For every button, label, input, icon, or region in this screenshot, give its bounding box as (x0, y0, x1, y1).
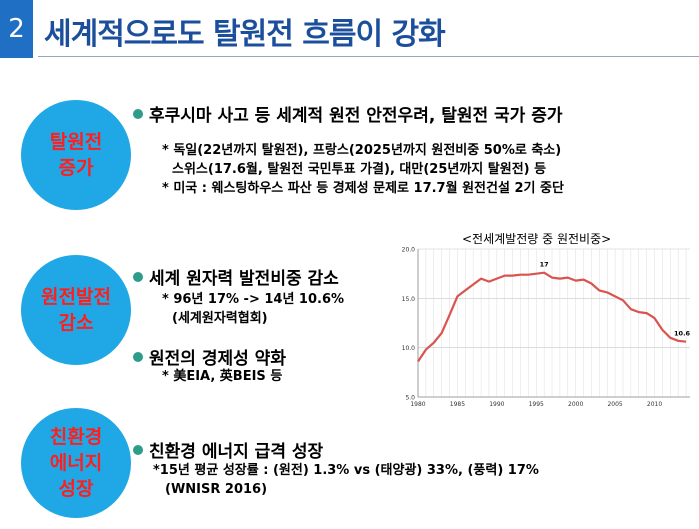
x-tick-label: 1985 (450, 401, 465, 408)
bullet-text: 친환경 에너지 급격 성장 (149, 442, 324, 462)
bullet-text: 후쿠시마 사고 등 세계적 원전 안전우려, 탈원전 국가 증가 (149, 106, 563, 126)
bullet-dot-icon (133, 272, 143, 282)
note-line: * 미국 : 웨스팅하우스 파산 등 경제성 문제로 17.7월 원전건설 2기… (162, 181, 564, 196)
data-label: 17 (540, 261, 549, 269)
page-title: 세계적으로도 탈원전 흐름이 강화 (44, 17, 446, 52)
x-tick-label: 1980 (410, 401, 425, 408)
bullet-economics: 원전의 경제성 약화 (133, 344, 286, 369)
circle-label-line: 에너지 (49, 452, 103, 474)
x-tick-label: 2005 (607, 401, 622, 408)
slide-number: 2 (0, 0, 33, 58)
bullet-renewables: 친환경 에너지 급격 성장 (133, 437, 323, 462)
circle-nuclear-share-decline: 원전발전 감소 (21, 255, 131, 365)
circle-label-line: 감소 (58, 312, 94, 334)
note-line: * 美EIA, 英BEIS 등 (162, 369, 283, 384)
note-line: (세계원자력협회) (172, 311, 268, 326)
x-tick-label: 1995 (529, 401, 544, 408)
circle-label-line: 증가 (58, 157, 94, 179)
note-line: * 독일(22년까지 탈원전), 프랑스(2025년까지 원전비중 50%로 축… (162, 143, 562, 158)
x-tick-label: 1990 (489, 401, 504, 408)
circle-label-line: 친환경 (49, 426, 103, 448)
bullet-text: 원전의 경제성 약화 (149, 349, 286, 369)
bullet-dot-icon (133, 445, 143, 455)
note-line: 스위스(17.6월, 탈원전 국민투표 가결), 대만(25년까지 탈원전) 등 (172, 162, 547, 177)
note-line: (WNISR 2016) (165, 482, 268, 497)
x-tick-label: 2000 (568, 401, 583, 408)
nuclear-share-line-chart: 5.0 10.0 15.0 20.0 1980 1985 1990 1995 2000 2005 2… (402, 247, 691, 409)
bullet-dot-icon (133, 109, 143, 119)
bullet-fukushima: 후쿠시마 사고 등 세계적 원전 안전우려, 탈원전 국가 증가 (133, 101, 563, 126)
bullet-share-decline: 세계 원자력 발전비중 감소 (133, 264, 339, 289)
y-tick-label: 20.0 (402, 247, 416, 254)
data-label: 10.6 (674, 330, 691, 338)
circle-label-line: 탈원전 (49, 131, 103, 153)
y-tick-label: 10.0 (402, 345, 416, 352)
title-divider (38, 56, 699, 57)
y-tick-label: 15.0 (402, 296, 416, 303)
circle-label-line: 원전발전 (41, 286, 111, 308)
bullet-text: 세계 원자력 발전비중 감소 (149, 269, 339, 289)
note-line: * 96년 17% -> 14년 10.6% (162, 292, 345, 307)
chart-title: <전세계발전량 중 원전비중> (462, 232, 612, 246)
y-tick-label: 5.0 (405, 395, 415, 402)
circle-label-line: 성장 (58, 478, 94, 500)
series-line (417, 271, 687, 363)
note-line: *15년 평균 성장률 : (원전) 1.3% vs (태양광) 33%, (풍… (153, 463, 539, 478)
circle-green-energy-growth: 친환경 에너지 성장 (21, 408, 131, 518)
x-tick-label: 2010 (647, 401, 662, 408)
circle-phaseout-increase: 탈원전 증가 (21, 100, 131, 210)
bullet-dot-icon (133, 352, 143, 362)
